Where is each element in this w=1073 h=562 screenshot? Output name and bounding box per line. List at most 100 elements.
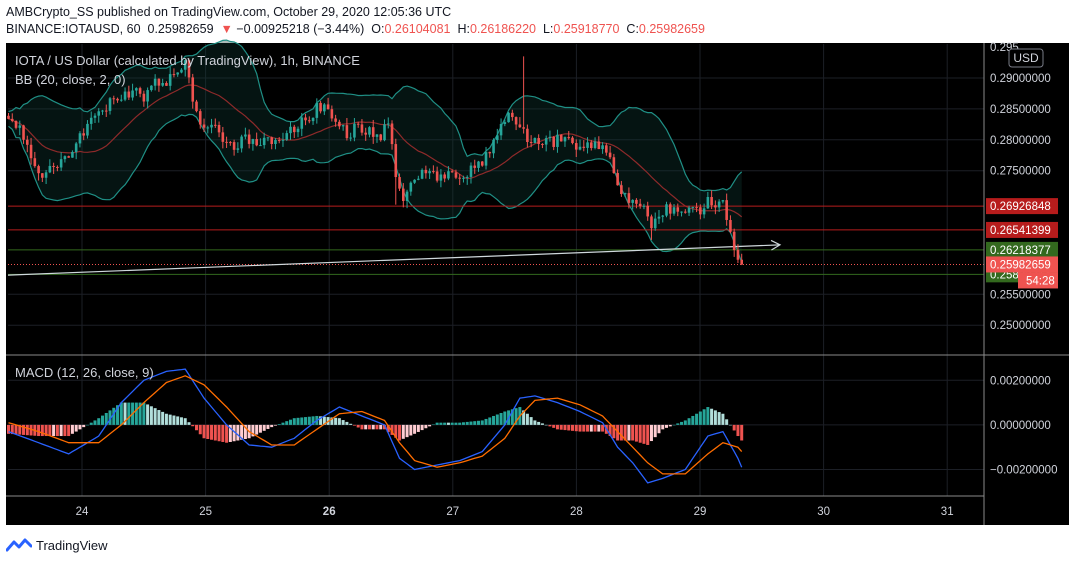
macd-histogram-bar	[153, 408, 157, 425]
macd-histogram-bar	[289, 419, 292, 425]
candle-body	[627, 193, 631, 203]
macd-histogram-bar	[375, 424, 379, 430]
macd-histogram-bar	[108, 410, 112, 425]
candle-body	[112, 98, 116, 100]
candles	[7, 56, 743, 266]
macd-histogram-bar	[10, 424, 14, 435]
time-axis[interactable]: 24 25 26 27 28 29 30 31	[76, 506, 954, 518]
macd-histogram-bar	[661, 424, 665, 430]
macd-histogram-bar	[168, 414, 172, 425]
macd-histogram-bar	[44, 424, 48, 437]
macd-histogram-bar	[78, 424, 82, 430]
candle-body	[277, 140, 281, 142]
candle-body	[14, 120, 18, 128]
candle-body	[304, 117, 307, 121]
candle-body	[289, 126, 292, 134]
macd-histogram-bar	[198, 424, 202, 435]
macd-histogram-bar	[206, 424, 210, 440]
candle-body	[650, 216, 653, 229]
macd-histogram-bar	[409, 424, 413, 436]
macd-histogram-bar	[616, 424, 620, 441]
macd-histogram-bar	[273, 424, 277, 426]
macd-histogram-bar	[251, 424, 255, 437]
macd-histogram-bar	[461, 422, 465, 425]
macd-histogram-bar	[22, 424, 26, 435]
candle-body	[672, 207, 676, 214]
price-axis[interactable]: 0.29000000 0.28500000 0.28000000 0.27500000…	[990, 42, 1057, 476]
trendline[interactable]	[7, 239, 782, 276]
candle-body	[345, 125, 349, 139]
price-change: −0.00925218 (−3.44%)	[236, 22, 365, 36]
candle-body	[311, 117, 315, 122]
macd-histogram-bar	[386, 424, 390, 433]
macd-histogram-bar	[172, 415, 176, 425]
macd-tick-label: 0.00000000	[990, 420, 1051, 432]
candle-body	[300, 117, 304, 129]
macd-histogram-bar	[112, 407, 116, 425]
candle-body	[229, 142, 232, 144]
candle-body	[514, 117, 518, 125]
candle-body	[217, 125, 221, 133]
candle-body	[435, 171, 439, 181]
candle-body	[571, 137, 574, 144]
candle-body	[567, 137, 571, 139]
candle-body	[642, 205, 646, 207]
candle-body	[593, 141, 597, 149]
macd-histogram-bar	[123, 402, 127, 425]
macd-histogram-bar	[687, 418, 691, 425]
macd-histogram-bar	[119, 402, 123, 425]
macd-histogram-bar	[164, 413, 168, 425]
candle-body	[657, 216, 661, 219]
macd-histogram-bar	[262, 424, 266, 431]
candle-body	[544, 138, 548, 145]
macd-histogram-bar	[713, 410, 717, 425]
candle-body	[315, 102, 319, 118]
candle-body	[394, 144, 398, 178]
candle-body	[586, 142, 589, 148]
candle-body	[507, 112, 510, 123]
tradingview-logo-icon	[6, 538, 32, 552]
macd-histogram-bar	[710, 408, 714, 425]
macd-histogram-bar	[405, 424, 409, 438]
candle-body	[37, 166, 40, 174]
macd-histogram-bar	[473, 421, 477, 425]
macd-histogram-bar	[627, 424, 631, 441]
price-tick-label: 0.27500000	[990, 166, 1051, 178]
candle-body	[353, 123, 356, 138]
candle-body	[338, 121, 341, 127]
macd-histogram-bar	[138, 402, 142, 425]
candle-body	[590, 142, 593, 149]
trendline-segment[interactable]	[7, 244, 781, 276]
macd-histogram-bar	[488, 417, 492, 425]
candle-body	[262, 137, 266, 146]
macd-histogram-bar	[390, 424, 394, 435]
currency-button[interactable]: USD	[1008, 48, 1044, 68]
candle-body	[18, 125, 22, 128]
time-tick-label: 30	[817, 506, 830, 518]
candle-body	[56, 166, 59, 168]
candle-body	[116, 98, 119, 101]
candle-body	[653, 218, 657, 229]
macd-histogram	[7, 402, 744, 445]
macd-histogram-bar	[149, 406, 153, 425]
candle-body	[732, 231, 736, 251]
macd-histogram-bar	[578, 424, 582, 432]
macd-histogram-bar	[484, 418, 488, 425]
candle-body	[699, 207, 702, 215]
candle-body	[676, 207, 680, 212]
grid	[8, 44, 984, 496]
symbol: BINANCE:IOTAUSD, 60	[6, 22, 141, 36]
candle-body	[232, 142, 236, 150]
macd-histogram-bar	[360, 424, 364, 430]
candle-body	[323, 104, 326, 112]
candle-body	[165, 83, 168, 86]
macd-histogram-bar	[345, 421, 349, 425]
macd-histogram-bar	[586, 424, 590, 432]
candle-body	[296, 128, 300, 133]
candle-body	[420, 169, 424, 179]
macd-histogram-bar	[537, 421, 541, 425]
candle-body	[631, 199, 634, 203]
candle-body	[161, 83, 164, 86]
candle-body	[326, 104, 330, 110]
